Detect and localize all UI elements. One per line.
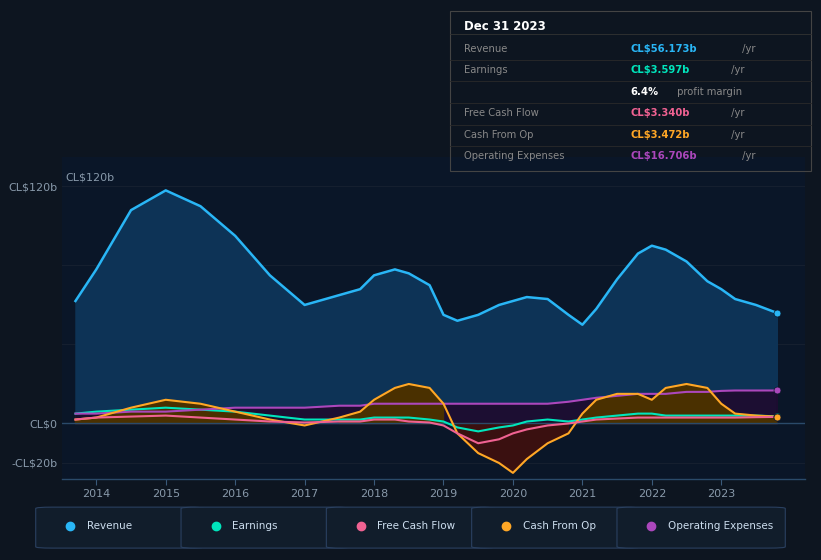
FancyBboxPatch shape: [35, 507, 204, 548]
Text: Operating Expenses: Operating Expenses: [668, 521, 773, 531]
Text: 6.4%: 6.4%: [631, 87, 658, 97]
Text: CL$3.597b: CL$3.597b: [631, 66, 690, 75]
Text: profit margin: profit margin: [674, 87, 742, 97]
Text: CL$16.706b: CL$16.706b: [631, 151, 697, 161]
Text: Cash From Op: Cash From Op: [465, 130, 534, 140]
Text: /yr: /yr: [739, 151, 755, 161]
Text: CL$120b: CL$120b: [65, 172, 114, 183]
Text: /yr: /yr: [728, 108, 745, 118]
FancyBboxPatch shape: [327, 507, 494, 548]
Text: CL$3.340b: CL$3.340b: [631, 108, 690, 118]
FancyBboxPatch shape: [472, 507, 640, 548]
Text: /yr: /yr: [728, 66, 745, 75]
Text: Free Cash Flow: Free Cash Flow: [465, 108, 539, 118]
Text: Revenue: Revenue: [86, 521, 131, 531]
Text: Earnings: Earnings: [232, 521, 277, 531]
Text: CL$3.472b: CL$3.472b: [631, 130, 690, 140]
Text: Cash From Op: Cash From Op: [523, 521, 595, 531]
Text: Operating Expenses: Operating Expenses: [465, 151, 565, 161]
FancyBboxPatch shape: [181, 507, 350, 548]
Text: /yr: /yr: [739, 44, 755, 54]
Text: CL$56.173b: CL$56.173b: [631, 44, 697, 54]
Text: Dec 31 2023: Dec 31 2023: [465, 20, 546, 33]
Text: /yr: /yr: [728, 130, 745, 140]
Text: Revenue: Revenue: [465, 44, 507, 54]
FancyBboxPatch shape: [617, 507, 786, 548]
Text: Earnings: Earnings: [465, 66, 508, 75]
Text: Free Cash Flow: Free Cash Flow: [377, 521, 456, 531]
